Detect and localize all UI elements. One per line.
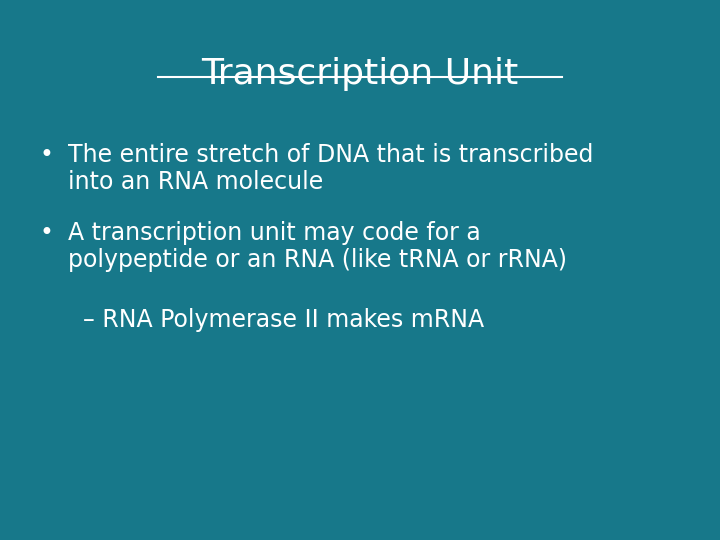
- Text: into an RNA molecule: into an RNA molecule: [68, 170, 324, 194]
- Text: The entire stretch of DNA that is transcribed: The entire stretch of DNA that is transc…: [68, 143, 594, 167]
- Text: polypeptide or an RNA (like tRNA or rRNA): polypeptide or an RNA (like tRNA or rRNA…: [68, 248, 567, 272]
- Text: •: •: [40, 143, 53, 167]
- Text: Transcription Unit: Transcription Unit: [202, 57, 518, 91]
- Text: – RNA Polymerase II makes mRNA: – RNA Polymerase II makes mRNA: [83, 308, 484, 332]
- Text: A transcription unit may code for a: A transcription unit may code for a: [68, 221, 481, 245]
- Text: •: •: [40, 221, 53, 245]
